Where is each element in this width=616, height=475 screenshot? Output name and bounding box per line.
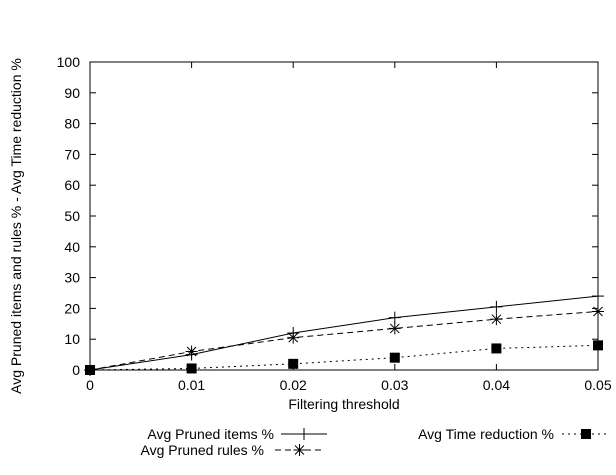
series-line: [89, 295, 599, 371]
data-point: [389, 352, 400, 363]
y-tick-label: 60: [64, 177, 80, 193]
data-point: [185, 345, 198, 358]
series-line: [89, 344, 599, 371]
data-point: [288, 358, 299, 369]
series-1: [84, 290, 604, 376]
x-axis-title: Filtering threshold: [288, 396, 399, 412]
legend-label: Avg Pruned items %: [147, 426, 274, 442]
data-point: [491, 343, 502, 354]
x-tick-label: 0.04: [483, 377, 510, 393]
series-line: [89, 310, 599, 371]
x-tick-label: 0.05: [584, 377, 611, 393]
legend-label: Avg Pruned rules %: [141, 442, 264, 458]
y-tick-label: 20: [64, 300, 80, 316]
y-tick-label: 0: [72, 362, 80, 378]
data-point: [287, 331, 300, 344]
legend-marker: [293, 444, 306, 456]
data-point: [85, 365, 95, 375]
data-point: [388, 322, 401, 335]
x-tick-label: 0: [86, 377, 94, 393]
y-tick-label: 90: [64, 85, 80, 101]
legend-item: Avg Time reduction %: [418, 426, 610, 442]
series-2: [84, 305, 604, 376]
data-point: [592, 305, 604, 318]
y-tick-label: 50: [64, 208, 80, 224]
data-point: [593, 340, 603, 351]
y-tick-label: 40: [64, 239, 80, 255]
y-tick-label: 100: [57, 54, 81, 70]
y-tick-label: 80: [64, 116, 80, 132]
data-point: [186, 363, 197, 374]
data-point: [388, 311, 401, 324]
y-tick-label: 70: [64, 146, 80, 162]
legend-item: Avg Pruned rules %: [141, 442, 324, 458]
series-layer: [84, 290, 604, 376]
y-tick-label: 30: [64, 270, 80, 286]
plot-frame: [89, 61, 599, 371]
data-point: [490, 313, 503, 326]
x-tick-label: 0.03: [381, 377, 408, 393]
legend: Avg Pruned items %Avg Pruned rules % Avg …: [141, 426, 610, 458]
data-point: [592, 290, 604, 303]
series-3: [85, 340, 603, 375]
plot-frame-group: [89, 61, 599, 371]
data-point: [490, 300, 503, 313]
legend-label: Avg Time reduction %: [418, 426, 554, 442]
x-ticks: 0 0.01 0.02 0.03 0.04 0.05: [86, 62, 612, 393]
x-tick-label: 0.02: [280, 377, 307, 393]
y-ticks: 0 10 20 30 40 50 60 70 80 90 100: [57, 54, 598, 378]
y-axis-title: Avg Pruned items and rules % - Avg Time …: [8, 58, 24, 394]
legend-marker: [581, 429, 591, 439]
legend-marker: [298, 428, 310, 440]
y-tick-label: 10: [64, 331, 80, 347]
x-tick-label: 0.01: [178, 377, 205, 393]
legend-item: Avg Pruned items %: [147, 426, 327, 442]
